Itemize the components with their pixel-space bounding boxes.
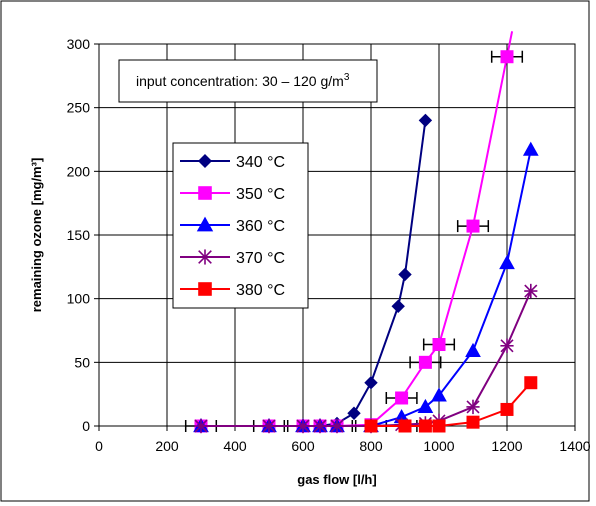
series-350-marker [500,50,514,64]
series-370-marker [313,418,327,434]
series-380-marker [418,419,432,433]
y-tick-label: 50 [74,354,90,370]
series-360-marker [431,387,447,402]
series-360-legend-marker [196,216,214,232]
series-370-legend-label: 370 °C [236,250,285,267]
annotation-text: input concentration: 30 – 120 g/m3 [136,72,350,89]
series-350-marker [395,391,409,405]
x-tick-label: 800 [359,438,383,454]
series-350-legend-label: 350 °C [236,186,285,203]
y-tick-label: 150 [67,227,91,243]
series-360-legend-label: 360 °C [236,218,285,235]
legend: 340 °C 350 °C 360 °C 370 °C 380 °C [172,142,309,309]
series-380-marker [398,419,412,433]
series-340-marker [418,113,433,128]
x-tick-label: 1000 [423,438,454,454]
series-350-legend-marker [198,186,212,200]
y-tick-label: 300 [67,36,91,52]
annotation-frame [118,59,378,103]
series-360-marker [499,254,515,270]
axes: 0 200 400 600 800 1000 1200 1400 0 50 100 150 200 250… [67,36,591,454]
series-360-marker [417,398,434,413]
series-380-marker [500,402,514,416]
series-370-legend-marker [198,249,212,265]
annotation-box: input concentration: 30 – 120 g/m3 [118,59,378,103]
series-group [193,31,539,434]
series-380-legend-marker [198,282,212,296]
x-tick-label: 400 [223,438,247,454]
series-370-marker [296,418,310,434]
y-tick-label: 0 [82,418,90,434]
series-380-legend-label: 380 °C [236,282,285,299]
series-360-marker [522,141,539,156]
x-tick-label: 1400 [559,438,590,454]
annotation-superscript: 3 [344,72,350,83]
series-380-marker [524,376,538,390]
y-tick-label: 250 [67,100,91,116]
series-370-marker [330,418,344,434]
series-350-marker [432,338,446,352]
series-370-marker [500,338,514,353]
series-340-legend-marker [197,153,213,169]
series-360-marker [465,342,481,357]
x-tick-label: 600 [291,438,315,454]
series-340-legend-label: 340 °C [236,154,285,171]
y-axis-title: remaining ozone [mg/m³] [29,158,44,313]
annotation-main: input concentration: 30 – 120 g/m [136,73,344,89]
x-axis-title: gas flow [l/h] [297,472,376,487]
series-340-marker [391,299,405,314]
series-380-marker [466,415,480,429]
series-350-marker [418,355,432,369]
x-tick-label: 200 [155,438,179,454]
y-tick-label: 200 [67,163,91,179]
y-tick-label: 100 [67,291,91,307]
series-370-marker [194,418,208,434]
series-340-marker [364,375,378,390]
series-370-marker [524,283,538,299]
series-340-marker [398,267,412,282]
series-350-marker [466,219,480,233]
series-340-marker [347,406,361,420]
series-370-marker [466,399,480,415]
series-370-marker [262,418,276,434]
series-380-marker [432,419,446,433]
x-tick-label: 0 [95,438,103,454]
series-380-marker [364,419,378,433]
x-tick-label: 1200 [491,438,522,454]
